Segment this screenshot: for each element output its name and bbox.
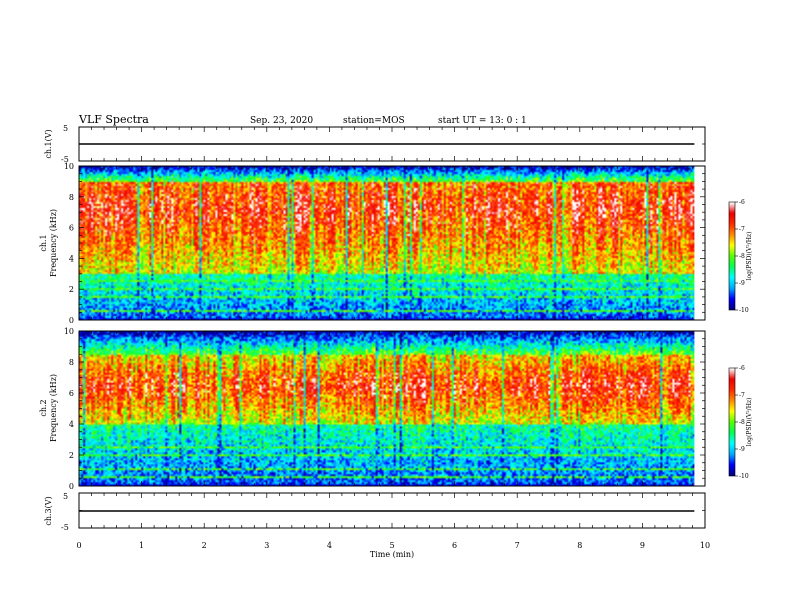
ch1-spectrogram-ylabel-channel: ch.1 xyxy=(39,234,48,251)
colorbar-tick-label: -7 xyxy=(739,226,745,233)
y-tick-label: 2 xyxy=(69,285,74,294)
ch3-waveform-panel: 5 -5 ch.3(V) xyxy=(44,492,706,532)
ch2-spectrogram-ylabel-channel: ch.2 xyxy=(39,399,48,416)
y-tick-label: 6 xyxy=(69,224,74,233)
y-tick-label: 0 xyxy=(69,482,74,491)
ch2-colorbar-image xyxy=(729,368,735,476)
x-tick-label: 1 xyxy=(139,541,144,550)
ch1-spectrogram-yticklabels: 0 2 4 6 8 10 xyxy=(64,162,74,325)
x-tick-label: 6 xyxy=(452,541,457,550)
y-tick-label: 10 xyxy=(64,327,74,336)
ch2-spectrogram-image xyxy=(79,331,695,486)
colorbar-tick-label: -9 xyxy=(739,446,745,453)
colorbar-tick-label: -7 xyxy=(739,392,745,399)
ch3-waveform-ticks xyxy=(78,492,706,529)
y-tick-label: 4 xyxy=(69,254,74,263)
ch1-ytick-bottom: -5 xyxy=(61,155,69,164)
ch2-spectrogram-yticklabels: 0 2 4 6 8 10 xyxy=(64,327,74,491)
start-time-label: start UT = 13: 0 : 1 xyxy=(438,116,527,126)
x-tick-label: 7 xyxy=(515,541,520,550)
ch1-spectrogram-ylabel-frequency: Frequency (kHz) xyxy=(49,209,58,277)
ch3-waveform-ylabel: ch.3(V) xyxy=(44,496,53,525)
x-tick-label: 4 xyxy=(327,541,332,550)
y-tick-label: 8 xyxy=(69,358,74,367)
x-tick-label: 8 xyxy=(577,541,582,550)
ch1-spectrogram-ticks xyxy=(78,165,706,321)
x-tick-label: 9 xyxy=(640,541,645,550)
ch1-spectrogram-image xyxy=(79,166,695,320)
ch2-spectrogram-ylabel-frequency: Frequency (kHz) xyxy=(49,374,58,442)
colorbar-tick-label: -10 xyxy=(739,473,749,480)
ch2-colorbar-label: log(PSD)(V²/Hz) xyxy=(746,398,753,447)
ch1-waveform-panel: 5 -5 ch.1(V) xyxy=(44,124,706,164)
y-tick-label: 6 xyxy=(69,389,74,398)
ch2-colorbar-ticks: -6 -7 -8 -9 -10 xyxy=(735,365,749,480)
ch1-colorbar-image xyxy=(729,202,735,310)
figure-title: VLF Spectra xyxy=(78,113,149,126)
date-label: Sep. 23, 2020 xyxy=(250,116,313,126)
x-axis-label: Time (min) xyxy=(370,550,414,559)
ch1-waveform-ylabel: ch.1(V) xyxy=(44,129,53,158)
ch1-colorbar-ticks: -6 -7 -8 -9 -10 xyxy=(735,199,749,314)
y-tick-label: 4 xyxy=(69,420,74,429)
ch1-colorbar: -6 -7 -8 -9 -10 log(PSD)(V²/Hz) xyxy=(728,199,753,314)
y-tick-label: 10 xyxy=(64,162,74,171)
x-tick-label: 10 xyxy=(700,541,710,550)
ch1-waveform-ticks xyxy=(78,126,706,162)
x-tick-label: 2 xyxy=(202,541,207,550)
ch3-ytick-top: 5 xyxy=(63,492,68,501)
x-tick-label: 5 xyxy=(389,541,394,550)
colorbar-tick-label: -8 xyxy=(739,253,745,260)
y-tick-label: 0 xyxy=(69,316,74,325)
colorbar-tick-label: -10 xyxy=(739,307,749,314)
ch1-ytick-top: 5 xyxy=(63,124,68,133)
x-axis-ticklabels: 0 1 2 3 4 5 6 7 8 9 10 xyxy=(76,541,710,550)
y-tick-label: 8 xyxy=(69,193,74,202)
x-tick-label: 0 xyxy=(76,541,81,550)
x-tick-label: 3 xyxy=(264,541,269,550)
ch3-ytick-bottom: -5 xyxy=(61,523,69,532)
ch1-spectrogram-panel: 0 2 4 6 8 10 ch.1 Frequency (kHz) xyxy=(39,162,706,325)
colorbar-tick-label: -6 xyxy=(739,365,745,372)
ch2-spectrogram-ticks xyxy=(78,330,706,487)
y-tick-label: 2 xyxy=(69,451,74,460)
colorbar-tick-label: -8 xyxy=(739,419,745,426)
ch1-colorbar-label: log(PSD)(V²/Hz) xyxy=(746,232,753,281)
station-label: station=MOS xyxy=(343,116,405,126)
colorbar-tick-label: -9 xyxy=(739,280,745,287)
ch2-colorbar: -6 -7 -8 -9 -10 log(PSD)(V²/Hz) xyxy=(728,365,753,480)
ch2-spectrogram-panel: 0 2 4 6 8 10 ch.2 Frequency (kHz) xyxy=(39,327,706,491)
colorbar-tick-label: -6 xyxy=(739,199,745,206)
